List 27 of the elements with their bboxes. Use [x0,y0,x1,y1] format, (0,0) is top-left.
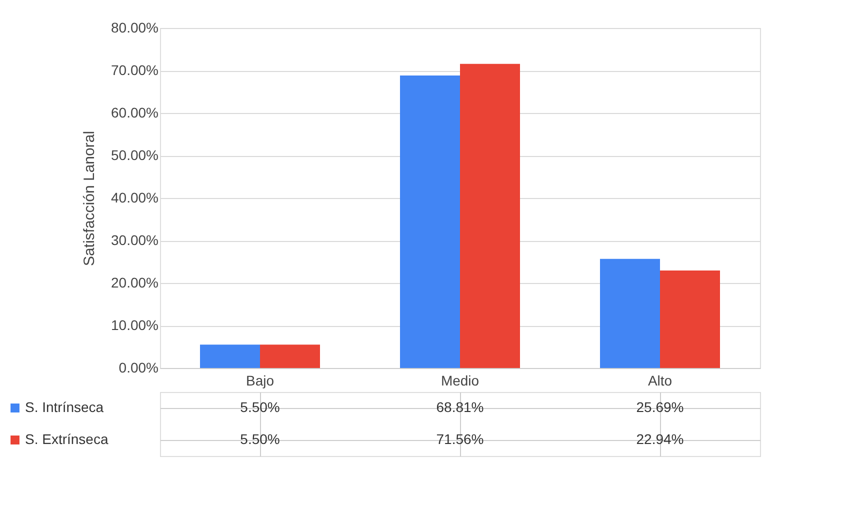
y-tick-label: 80.00% [111,20,158,36]
data-label: 22.94% [636,431,684,447]
y-tick-label: 70.00% [111,62,158,78]
x-tick-label: Bajo [246,372,274,388]
legend-label: S. Extrínseca [25,431,108,447]
bar [600,258,660,368]
x-tick-label: Medio [440,372,480,388]
y-axis-title: Satisfacción Lanoral [81,130,98,266]
x-tick-label: Alto [648,372,672,388]
y-tick-label: 60.00% [111,104,158,120]
y-tick-label: 20.00% [111,274,158,290]
y-tick-label: 40.00% [111,190,158,206]
data-label: 5.50% [240,431,280,447]
data-label: 68.81% [436,399,484,415]
y-tick-label: 0.00% [118,360,158,376]
bar [400,76,460,368]
y-tick-label: 10.00% [111,317,158,333]
legend-label: S. Intrínseca [25,399,104,415]
bar [200,344,260,368]
data-label: 25.69% [636,399,684,415]
bar [460,64,520,368]
bar [660,270,720,368]
bar [260,344,320,368]
data-label: 5.50% [240,399,280,415]
data-label: 71.56% [436,431,484,447]
y-tick-label: 30.00% [111,232,158,248]
y-tick-label: 50.00% [111,147,158,163]
